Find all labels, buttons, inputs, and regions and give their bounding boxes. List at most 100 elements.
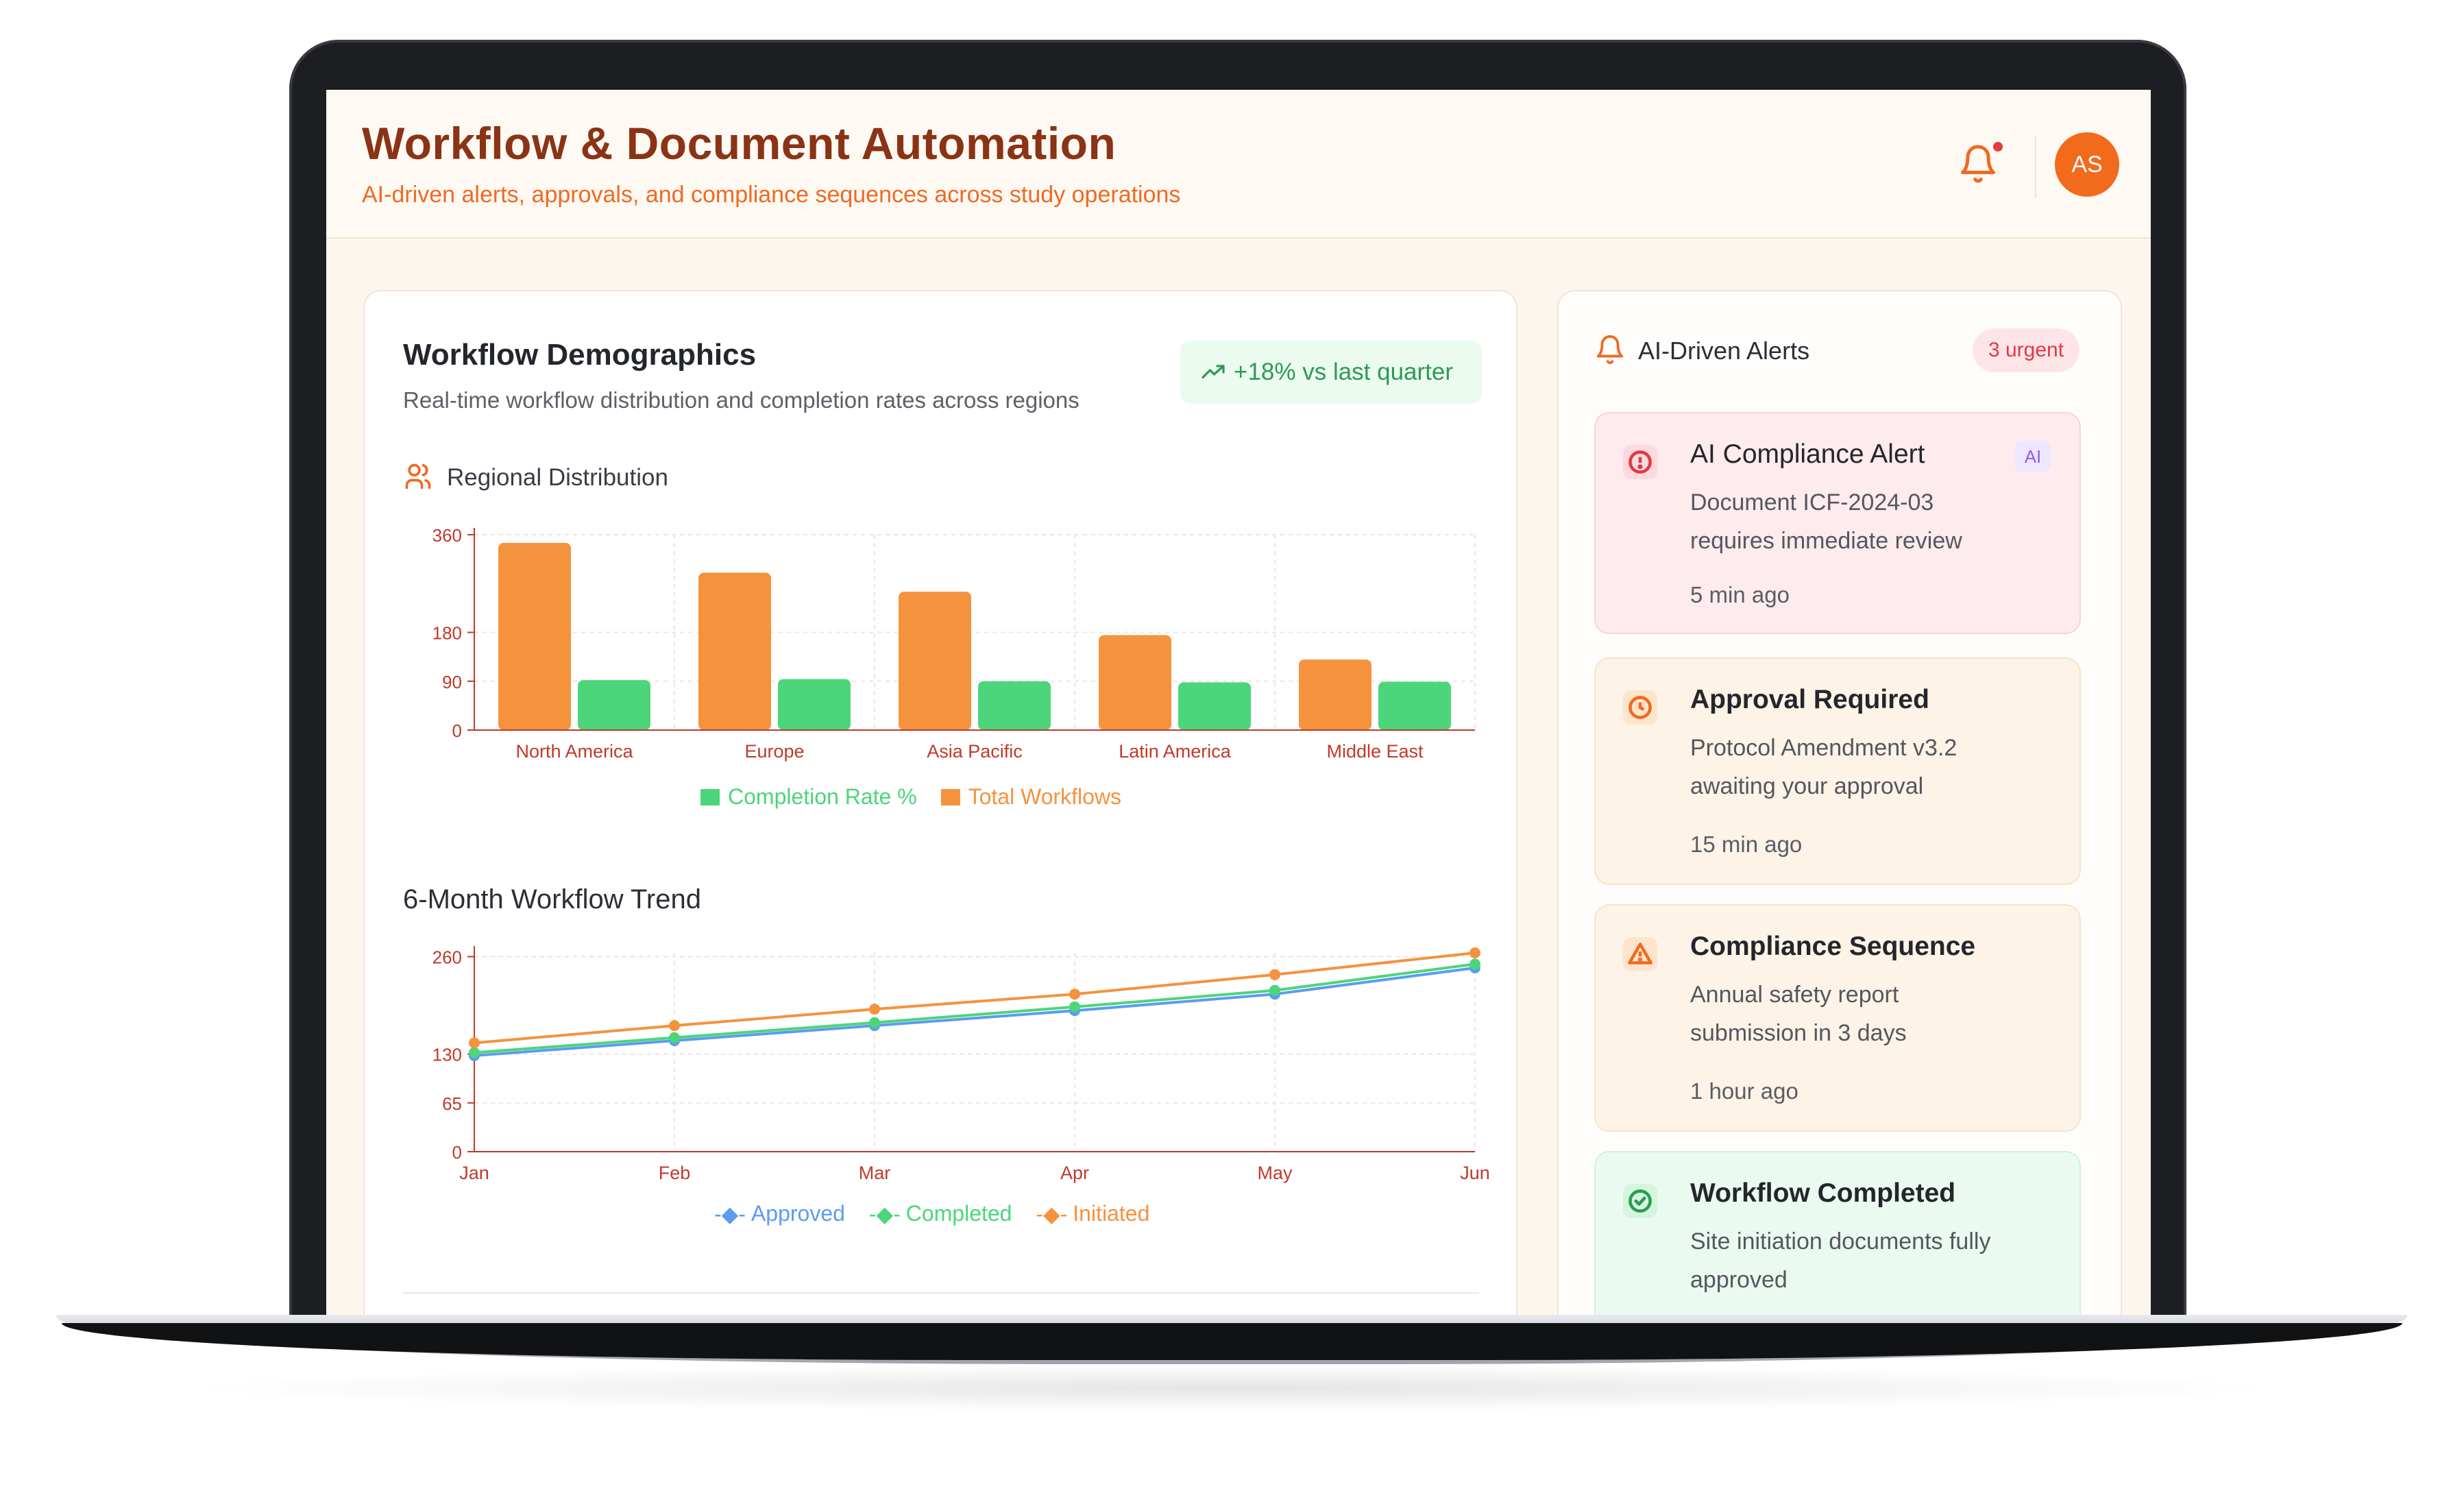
card-subtitle: Real-time workflow distribution and comp… xyxy=(403,387,1079,413)
notification-bell-icon[interactable] xyxy=(1957,143,1999,184)
card-title: Workflow Demographics xyxy=(403,338,757,372)
bar-chart-legend: Completion Rate % Total Workflows xyxy=(700,783,1121,810)
regional-bar-chart: 0 90 180 360 North America Europe Asia Pacific… xyxy=(432,525,1476,762)
legend-swatch-completion xyxy=(700,788,720,805)
workflow-demographics-card: Workflow Demographics Real-time workflow… xyxy=(363,290,1517,1329)
alert-title: Compliance Sequence xyxy=(1690,932,1976,961)
legend-completion-rate: Completion Rate % xyxy=(728,784,917,810)
bar-total-workflows xyxy=(498,542,571,730)
alert-compliance-sequence[interactable]: Compliance Sequence Annual safety report… xyxy=(1594,904,2081,1132)
point-initiated xyxy=(1469,947,1480,958)
app-header: Workflow & Document Automation AI-driven… xyxy=(326,90,2151,239)
x-tick-label: Feb xyxy=(659,1163,691,1183)
bar-completion-rate xyxy=(1178,682,1251,730)
alerts-title: AI-Driven Alerts xyxy=(1638,337,1810,365)
x-tick-label: North America xyxy=(515,741,633,762)
alert-description: Annual safety report submission in 3 day… xyxy=(1690,982,1907,1046)
trend-badge: +18% vs last quarter xyxy=(1180,341,1482,404)
x-tick-label: Jan xyxy=(459,1163,489,1183)
alert-workflow-completed[interactable]: Workflow Completed Site initiation docum… xyxy=(1594,1151,2081,1329)
alert-description: Site initiation documents fully approved xyxy=(1690,1228,1991,1293)
trend-badge-text: +18% vs last quarter xyxy=(1234,359,1454,385)
legend-total-workflows: Total Workflows xyxy=(968,784,1122,810)
y-tick-label: 260 xyxy=(432,947,462,967)
alert-circle-icon xyxy=(1623,445,1657,479)
bar-completion-rate xyxy=(1378,681,1451,730)
x-tick-label: Apr xyxy=(1060,1163,1089,1183)
point-initiated xyxy=(469,1037,480,1049)
series-line-initiated xyxy=(474,951,1476,1045)
bar-total-workflows xyxy=(1099,635,1171,730)
point-initiated xyxy=(1069,989,1080,1000)
x-tick-label: Jun xyxy=(1460,1163,1489,1183)
alert-description: Protocol Amendment v3.2 awaiting your ap… xyxy=(1690,735,1957,799)
bar-total-workflows xyxy=(1299,659,1371,730)
alerts-card: AI-Driven Alerts 3 urgent AI Compliance … xyxy=(1557,290,2122,1329)
page-subtitle: AI-driven alerts, approvals, and complia… xyxy=(362,182,1181,208)
alert-time: 1 hour ago xyxy=(1690,1078,1798,1104)
point-initiated xyxy=(869,1004,880,1015)
trending-up-icon xyxy=(1201,365,1225,379)
alert-title: Workflow Completed xyxy=(1690,1178,1956,1208)
x-tick-label: Middle East xyxy=(1326,741,1424,762)
point-completed xyxy=(669,1032,680,1043)
workflow-trend-line-chart: 0 65 130 260 Jan Feb Mar Apr May Jun xyxy=(432,946,1489,1183)
header-divider xyxy=(2035,136,2036,198)
line-chart-legend: -◆- Approved -◆- Completed -◆- Initiated xyxy=(714,1200,1149,1227)
laptop-base-lip xyxy=(62,1323,2402,1360)
user-avatar[interactable]: AS xyxy=(2055,132,2119,197)
alert-time: 15 min ago xyxy=(1690,832,1803,857)
point-initiated xyxy=(669,1020,680,1032)
app-screen: Workflow & Document Automation AI-driven… xyxy=(326,90,2151,1329)
x-tick-label: Latin America xyxy=(1119,741,1232,762)
legend-marker-completed: -◆- xyxy=(868,1201,901,1226)
section-divider xyxy=(403,1292,1479,1294)
check-circle-icon xyxy=(1623,1184,1657,1218)
clock-icon xyxy=(1623,690,1657,725)
regional-distribution-label: Regional Distribution xyxy=(447,464,668,491)
alert-approval-required[interactable]: Approval Required Protocol Amendment v3.… xyxy=(1594,657,2081,885)
point-completed xyxy=(869,1017,880,1028)
y-tick-label: 180 xyxy=(432,623,462,644)
point-initiated xyxy=(1269,969,1280,980)
legend-completed: Completed xyxy=(905,1201,1012,1226)
alert-time: 5 min ago xyxy=(1690,582,1790,607)
y-tick-label: 65 xyxy=(442,1093,462,1114)
point-completed xyxy=(1269,984,1280,996)
point-completed xyxy=(469,1047,480,1058)
legend-initiated: Initiated xyxy=(1073,1201,1150,1226)
users-icon xyxy=(405,463,431,489)
alert-title: Approval Required xyxy=(1690,685,1929,714)
notification-dot xyxy=(1993,142,2003,151)
alert-title: AI Compliance Alert xyxy=(1690,439,1925,469)
x-tick-label: May xyxy=(1257,1163,1293,1183)
legend-swatch-total xyxy=(940,788,960,805)
y-tick-label: 90 xyxy=(442,672,462,692)
bar-completion-rate xyxy=(578,680,650,730)
legend-marker-initiated: -◆- xyxy=(1036,1201,1068,1226)
y-tick-label: 130 xyxy=(432,1045,462,1065)
y-tick-label: 0 xyxy=(452,1142,462,1163)
x-tick-label: Europe xyxy=(744,741,804,762)
y-tick-label: 0 xyxy=(452,720,462,741)
ai-chip: AI xyxy=(2015,441,2051,472)
laptop-shadow xyxy=(178,1364,2289,1412)
alert-description: Document ICF-2024-03 requires immediate … xyxy=(1690,489,1962,554)
urgent-count-badge: 3 urgent xyxy=(1973,328,2079,372)
alert-ai-compliance[interactable]: AI Compliance Alert AI Document ICF-2024… xyxy=(1594,412,2081,634)
x-tick-label: Asia Pacific xyxy=(927,741,1023,762)
page-title: Workflow & Document Automation xyxy=(362,118,1117,169)
bar-total-workflows xyxy=(899,592,971,730)
x-tick-label: Mar xyxy=(859,1163,891,1183)
bar-completion-rate xyxy=(778,679,851,730)
warning-triangle-icon xyxy=(1623,937,1657,971)
legend-approved: Approved xyxy=(751,1201,845,1226)
legend-marker-approved: -◆- xyxy=(714,1201,746,1226)
workflow-trend-label: 6-Month Workflow Trend xyxy=(403,884,701,914)
y-tick-label: 360 xyxy=(432,525,462,546)
bar-total-workflows xyxy=(698,572,771,730)
series-line-approved xyxy=(474,966,1476,1057)
bell-icon xyxy=(1596,335,1624,365)
point-completed xyxy=(1069,1001,1080,1013)
point-completed xyxy=(1469,958,1480,970)
